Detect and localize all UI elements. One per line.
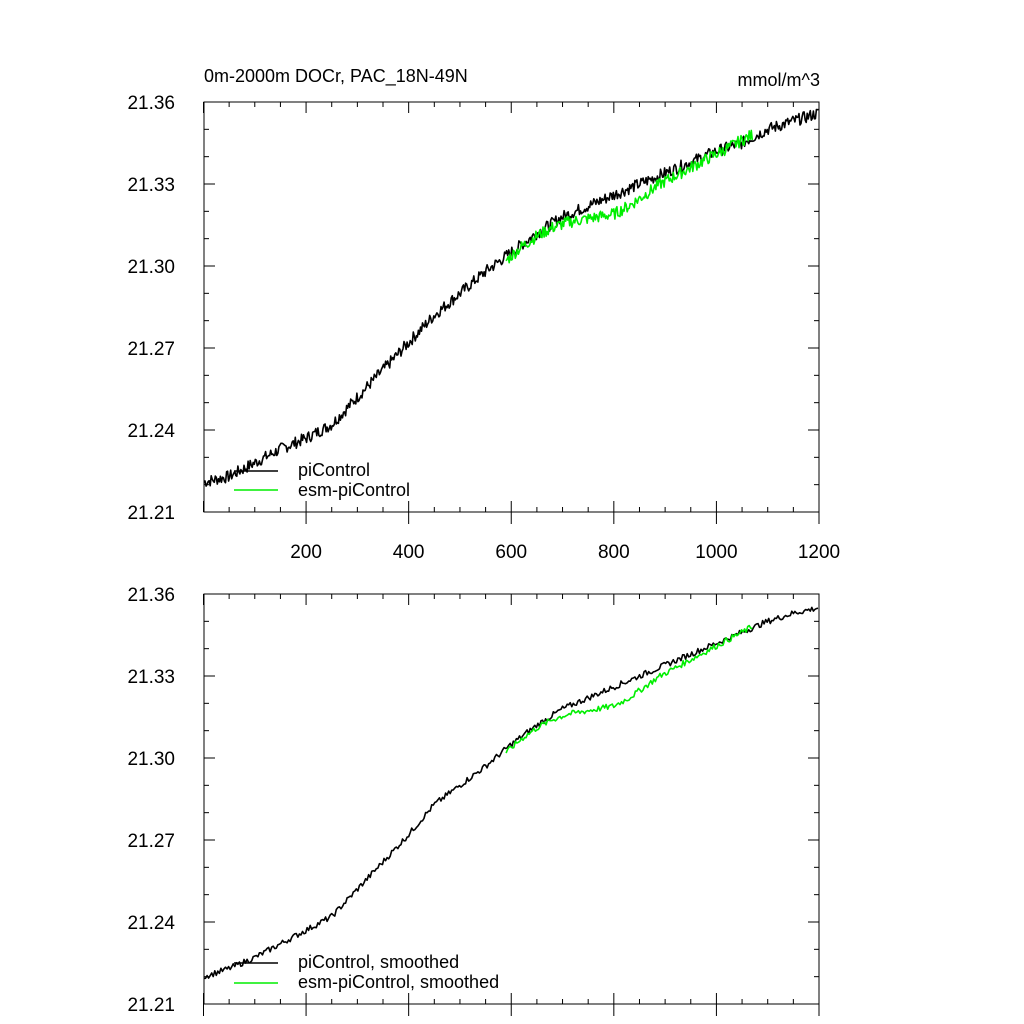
top-x-axis: 200 400 600 800 1000 1200 [202, 102, 840, 563]
x-tick-label: 200 [290, 542, 322, 563]
top-chart-title: 0m-2000m DOCr, PAC_18N-49N [204, 66, 468, 87]
y-tick-label: 21.30 [127, 749, 175, 770]
series-line-picontrol-smoothed [204, 606, 819, 980]
bottom-panel: 21.21 21.24 21.27 21.30 21.33 21.36 piControl… [127, 585, 820, 1016]
y-tick-label: 21.27 [127, 831, 175, 852]
y-tick-label: 21.33 [127, 175, 175, 196]
legend-label-picontrol: piControl [298, 460, 370, 480]
y-tick-label: 21.24 [127, 913, 175, 934]
y-tick-label: 21.33 [127, 667, 175, 688]
bottom-series-layer [204, 606, 819, 980]
y-tick-label: 21.21 [127, 503, 175, 524]
y-tick-label: 21.30 [127, 257, 175, 278]
top-plot-frame [203, 101, 820, 513]
series-line-esm-picontrol-smoothed [505, 624, 753, 754]
y-tick-label: 21.36 [127, 585, 175, 606]
y-tick-label: 21.24 [127, 421, 175, 442]
series-line-esm-picontrol [505, 129, 754, 264]
top-chart-units: mmol/m^3 [738, 70, 820, 90]
series-line-picontrol [203, 108, 819, 487]
x-tick-label: 1000 [695, 542, 737, 563]
x-tick-label: 800 [598, 542, 630, 563]
bottom-x-axis [202, 594, 820, 1016]
y-tick-label: 21.36 [127, 93, 175, 114]
top-panel: 0m-2000m DOCr, PAC_18N-49N mmol/m^3 21.2… [127, 66, 840, 563]
legend-label-esm-picontrol-smoothed: esm-piControl, smoothed [298, 972, 499, 992]
top-series-layer [203, 108, 819, 487]
y-tick-label: 21.27 [127, 339, 175, 360]
x-tick-label: 1200 [798, 542, 840, 563]
bottom-y-axis: 21.21 21.24 21.27 21.30 21.33 21.36 [127, 585, 819, 1016]
bottom-legend: piControl, smoothed esm-piControl, smoot… [234, 952, 499, 992]
top-legend: piControl esm-piControl [234, 460, 410, 500]
top-y-axis: 21.21 21.24 21.27 21.30 21.33 21.36 [127, 93, 819, 524]
legend-label-esm-picontrol: esm-piControl [298, 480, 410, 500]
x-tick-label: 400 [393, 542, 425, 563]
y-tick-label: 21.21 [127, 995, 175, 1016]
legend-label-picontrol-smoothed: piControl, smoothed [298, 952, 459, 972]
bottom-plot-frame [203, 593, 820, 1005]
x-tick-label: 600 [495, 542, 527, 563]
